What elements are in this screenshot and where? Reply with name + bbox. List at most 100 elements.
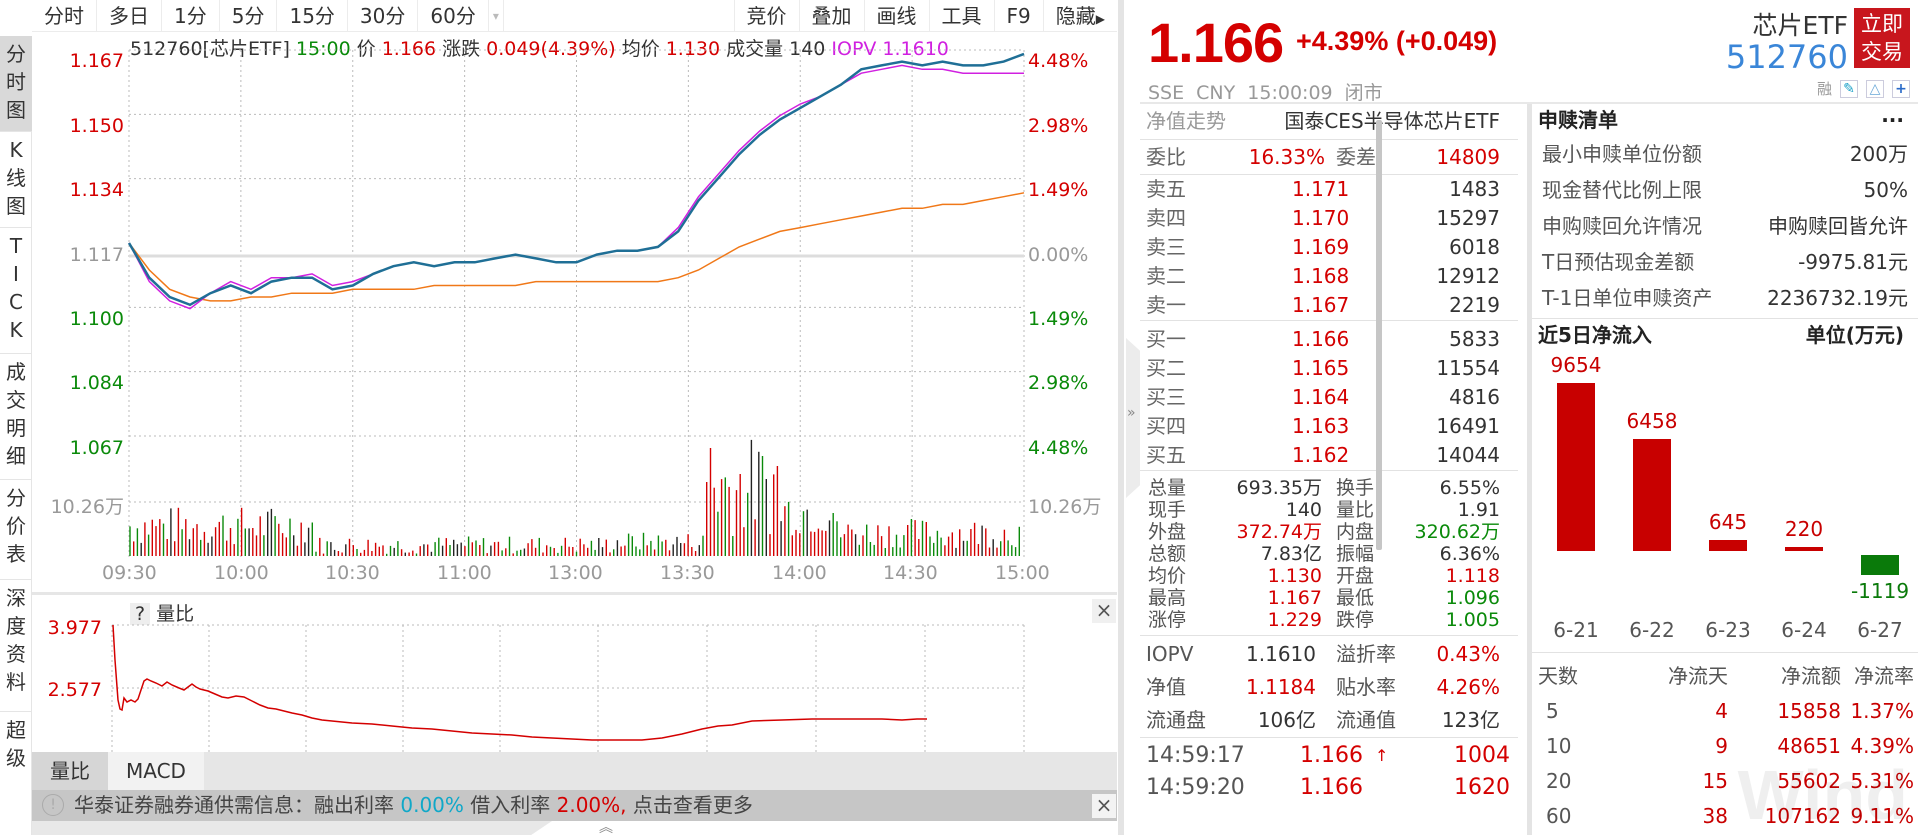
header-icons: 融 ✎ △ + — [1817, 78, 1910, 99]
margin-icon[interactable]: 融 — [1816, 80, 1832, 98]
table-cell: 9.11% — [1850, 804, 1914, 828]
nav-trend-row[interactable]: 净值走势 国泰CES半导体芯片ETF — [1140, 104, 1518, 139]
watermark: Wind — [1737, 756, 1908, 834]
more-periods-dropdown[interactable]: ▾ — [489, 0, 504, 31]
bell-icon[interactable]: △ — [1866, 79, 1884, 98]
order-row[interactable]: 卖二 1.168 12912 — [1140, 262, 1518, 291]
trade-label: 立即 — [1861, 12, 1903, 36]
book-scrollbar[interactable] — [1376, 120, 1382, 550]
side-tab-price-volume[interactable]: 分价表 — [0, 480, 32, 580]
level-label: 买二 — [1146, 356, 1186, 380]
netflow-bar — [1557, 383, 1595, 551]
stat-row: 最高 1.167 最低 1.096 — [1140, 587, 1518, 609]
draw-button[interactable]: 画线 — [865, 0, 930, 31]
auction-button[interactable]: 竞价 — [735, 0, 800, 31]
overlay-button[interactable]: 叠加 — [800, 0, 865, 31]
close-icon[interactable]: × — [1092, 599, 1116, 623]
ask-list: 卖五 1.171 1483 卖四 1.170 15297 卖三 1.169 6018 卖二 1.16… — [1140, 174, 1518, 320]
nav-row: 净值 1.1184 贴水率 4.26% — [1140, 671, 1518, 704]
f9-button[interactable]: F9 — [995, 0, 1044, 31]
notice-text: 借入利率 — [470, 793, 551, 817]
level-volume: 4816 — [1449, 385, 1500, 409]
nav-list: IOPV 1.1610 溢折率 0.43% 净值 1.1184 贴水率 4.26% 流通盘 106… — [1140, 635, 1518, 737]
edit-icon[interactable]: ✎ — [1840, 79, 1858, 98]
tab-intraday[interactable]: 分时 — [32, 0, 97, 31]
order-row[interactable]: 买三 1.164 4816 — [1140, 383, 1518, 412]
table-cell: 38 — [1702, 804, 1728, 828]
see-more-link[interactable]: 点击查看更多 — [632, 793, 753, 817]
order-row[interactable]: 买五 1.162 14044 — [1140, 441, 1518, 470]
tab-60min[interactable]: 60分 — [418, 0, 489, 31]
side-tab-trades[interactable]: 成交明细 — [0, 354, 32, 480]
tab-30min[interactable]: 30分 — [348, 0, 419, 31]
stat-value: 372.74万 — [1236, 521, 1322, 543]
netflow-date: 6-24 — [1781, 618, 1827, 642]
tick-row[interactable]: 14:59:20 1.166 1620 — [1140, 772, 1518, 804]
up-arrow-icon: ↑ — [1375, 746, 1389, 765]
stat-value: 693.35万 — [1236, 477, 1322, 499]
order-row[interactable]: 卖三 1.169 6018 — [1140, 233, 1518, 262]
nav-trend-label: 净值走势 — [1146, 109, 1226, 133]
tick-row[interactable]: 14:59:17 1.166 ↑ 1004 — [1140, 740, 1518, 772]
splitter-grip[interactable] — [1126, 338, 1140, 498]
tab-macd[interactable]: MACD — [108, 752, 204, 790]
netflow-bar-value: 9654 — [1550, 353, 1602, 377]
stat-label: 最高 — [1148, 587, 1187, 609]
sub-chart-title: 量比 — [156, 603, 195, 625]
price-value: 1.166 — [381, 38, 437, 60]
y-left-tick: 1.134 — [69, 179, 124, 201]
panel-splitter[interactable]: » — [1118, 0, 1140, 835]
side-tab-depth[interactable]: 深度资料 — [0, 580, 32, 712]
order-row[interactable]: 卖一 1.167 2219 — [1140, 291, 1518, 320]
order-row[interactable]: 买一 1.166 5833 — [1140, 325, 1518, 354]
nav-label: 贴水率 — [1336, 675, 1396, 699]
netflow-bar — [1633, 438, 1671, 551]
order-diff-label: 委差 — [1336, 145, 1376, 169]
order-row[interactable]: 买四 1.163 16491 — [1140, 412, 1518, 441]
collapse-icon[interactable]: » — [1127, 405, 1136, 421]
tab-multiday[interactable]: 多日 — [97, 0, 162, 31]
tab-volume-ratio[interactable]: 量比 — [32, 752, 108, 790]
netflow-bar — [1709, 539, 1747, 551]
hide-button[interactable]: 隐藏▶ — [1044, 0, 1117, 31]
margin-notice-bar[interactable]: ! 华泰证券融券通供需信息：融出利率 0.00% 借入利率 2.00%, 点击查… — [32, 790, 1117, 821]
x-tick: 14:30 — [883, 562, 938, 584]
order-row[interactable]: 买二 1.165 11554 — [1140, 354, 1518, 383]
help-icon[interactable]: ? — [130, 603, 151, 625]
y-right-tick: 1.49% — [1028, 179, 1089, 201]
expand-up-icon[interactable]: ︽ — [599, 820, 613, 835]
stat-label: 最低 — [1336, 587, 1375, 609]
stat-label: 现手 — [1148, 499, 1187, 521]
stat-row: 总额 7.83亿 振幅 6.36% — [1140, 543, 1518, 565]
stat-value: 6.55% — [1439, 477, 1500, 499]
tab-1min[interactable]: 1分 — [162, 0, 220, 31]
tab-5min[interactable]: 5分 — [220, 0, 278, 31]
tab-15min[interactable]: 15分 — [277, 0, 348, 31]
table-cell: 5.31% — [1850, 769, 1914, 793]
close-notice-icon[interactable]: × — [1092, 794, 1116, 818]
side-tab-intraday[interactable]: 分时图 — [0, 36, 32, 132]
creation-label: 最小申赎单位份额 — [1542, 142, 1702, 166]
tools-button[interactable]: 工具 — [930, 0, 995, 31]
y-left-tick: 1.150 — [69, 115, 124, 137]
creation-label: T日预估现金差额 — [1542, 250, 1695, 274]
intraday-chart[interactable]: 512760[芯片ETF] 15:00 价 1.166 涨跌 0.049(4.39%) 均价… — [32, 32, 1117, 592]
plus-icon[interactable]: + — [1892, 79, 1910, 98]
more-button[interactable]: ··· — [1881, 108, 1904, 132]
order-row[interactable]: 卖四 1.170 15297 — [1140, 204, 1518, 233]
bottom-expander: ︽ — [32, 820, 1117, 835]
y-left-tick: 1.067 — [69, 437, 124, 459]
volume-ratio-chart[interactable]: ? 量比 × 3.977 2.577 — [32, 592, 1117, 753]
side-tab-super[interactable]: 超级 — [0, 712, 32, 802]
order-row[interactable]: 卖五 1.171 1483 — [1140, 175, 1518, 204]
notice-text: 华泰证券融券通供需信息：融出利率 — [74, 793, 394, 817]
info-icon: ! — [42, 794, 64, 816]
creation-header: 申赎清单 ··· — [1532, 104, 1918, 136]
change-label: 涨跌 — [442, 38, 481, 60]
nav-label: 流通值 — [1336, 708, 1396, 732]
trade-now-button[interactable]: 立即 交易 — [1854, 8, 1910, 68]
level-label: 买一 — [1146, 327, 1186, 351]
stat-value: 6.36% — [1439, 543, 1500, 565]
